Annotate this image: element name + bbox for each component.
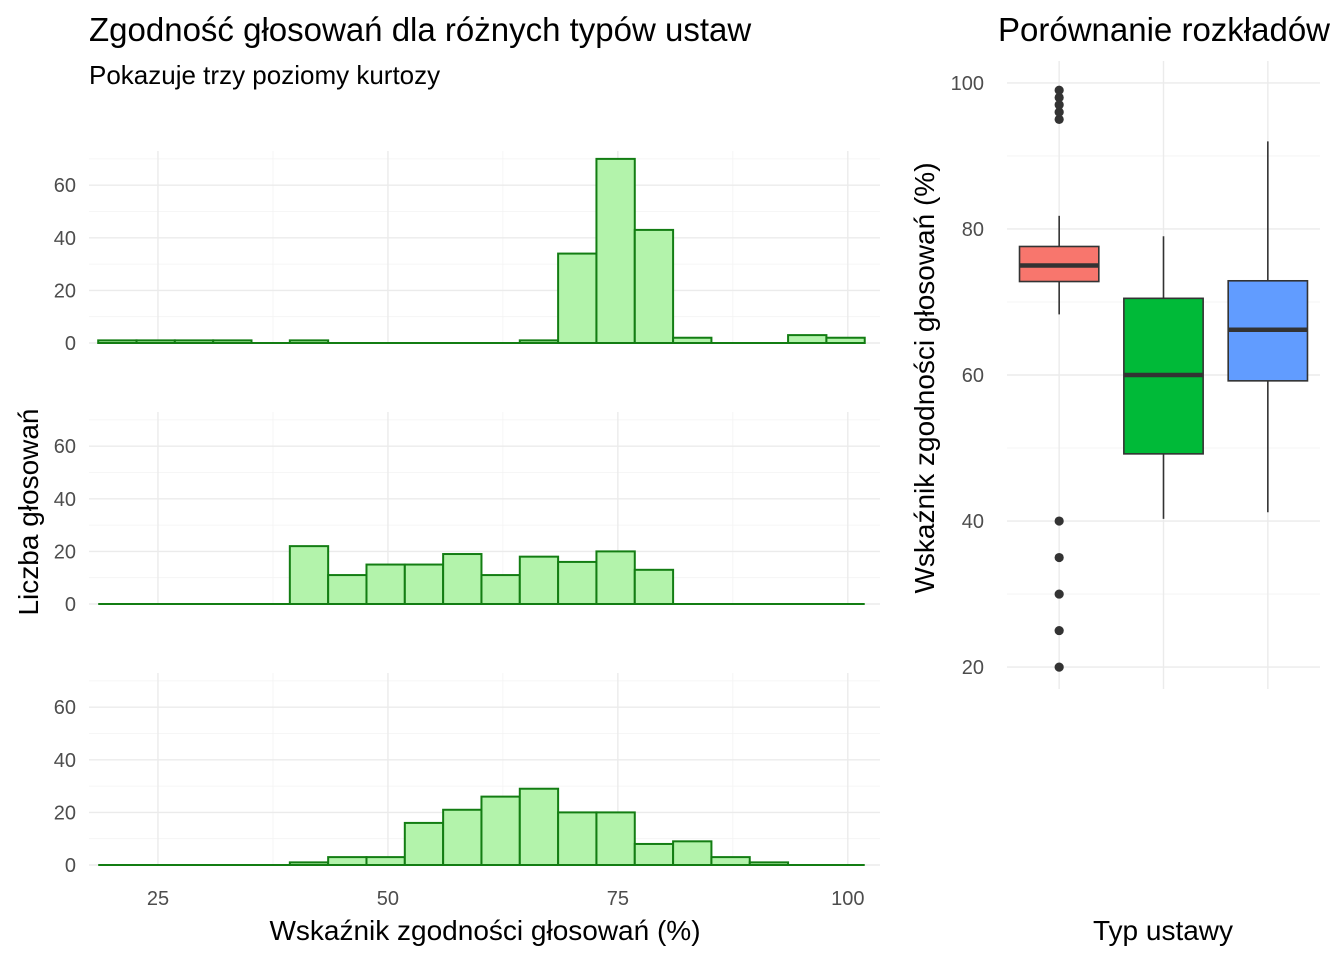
histogram-facets: 0 20 40 60 0 20 40 60 0 20 40 60 25 50 75 100 [54,151,880,910]
histogram-bar [595,157,636,344]
boxplot-y-axis-label: Wskaźnik zgodności głosowań (%) [909,162,940,593]
histogram-bar [327,574,368,605]
y-tick-label: 0 [65,333,76,355]
histogram-bar [365,563,406,606]
histogram-bar [365,856,406,867]
y-tick-label: 60 [54,436,76,458]
facet-panel: 0 20 40 60 [54,151,880,355]
histogram-bar [442,553,483,606]
histogram-bar [633,228,675,345]
boxplot-outlier-point [1054,625,1064,636]
facet-panel: 0 20 40 60 [54,673,880,877]
histogram-bar [403,821,445,866]
y-tick-label: 40 [54,489,76,511]
y-tick-label: 40 [962,511,984,533]
y-tick-label: 20 [54,541,76,563]
histogram-bar [672,840,713,867]
y-tick-label: 20 [962,657,984,679]
histogram-bar [787,334,828,344]
y-tick-label: 40 [54,228,76,250]
histogram-y-axis-label: Liczba głosowań [13,408,44,615]
boxplot-outlier-point [1054,662,1064,672]
histogram-bar [710,856,751,867]
histogram-bar [327,856,368,867]
boxplot-box-group [1123,236,1204,519]
y-tick-label: 40 [54,750,76,772]
histogram-bar [633,568,675,606]
boxplot-title: Porównanie rozkładów [998,11,1330,48]
boxplot-box-group [1018,85,1100,672]
boxplot-outlier-point [1054,552,1064,563]
y-tick-label: 60 [962,365,984,387]
histogram-x-axis-label: Wskaźnik zgodności głosowań (%) [269,915,700,946]
boxplot-outlier-point [1054,516,1064,526]
x-tick-label: 25 [147,888,169,910]
facet-panel: 0 20 40 60 [54,412,880,616]
histogram-bar [595,550,636,606]
y-tick-label: 0 [65,594,76,616]
histogram-bar [557,811,598,867]
histogram-bar [518,787,560,866]
y-tick-label: 100 [951,73,984,95]
boxplot-outlier-point [1054,92,1064,103]
boxplot-box-group [1227,141,1309,513]
x-tick-label: 50 [377,888,399,910]
boxplot-outlier-point [1054,114,1064,125]
x-tick-label: 75 [607,888,629,910]
histogram-bar [633,842,675,867]
y-tick-label: 0 [65,855,76,877]
boxplot-outlier-point [1054,589,1064,599]
boxplot-outlier-point [1054,85,1064,95]
y-tick-label: 20 [54,280,76,302]
y-tick-label: 80 [962,219,984,241]
chart-subtitle: Pokazuje trzy poziomy kurtozy [89,60,440,90]
boxplot-x-axis-label: Typ ustawy [1093,915,1233,946]
x-tick-label: 100 [831,888,864,910]
boxplot-outlier-point [1054,100,1064,110]
histogram-bar [403,563,445,606]
histogram-bar [288,545,330,605]
histogram-bar [480,574,521,605]
histogram-bar [557,252,598,345]
boxplot-panel: 20 40 60 80 100 [951,61,1320,689]
boxplot-outlier-point [1054,107,1064,117]
histogram-bar [480,795,521,867]
y-tick-label: 20 [54,802,76,824]
histogram-bar [518,555,560,605]
histogram-bar [557,560,598,605]
y-tick-label: 60 [54,697,76,719]
histogram-bar [595,811,636,867]
chart-title: Zgodność głosowań dla różnych typów usta… [89,11,751,48]
histogram-bar [442,808,483,867]
y-tick-label: 60 [54,175,76,197]
